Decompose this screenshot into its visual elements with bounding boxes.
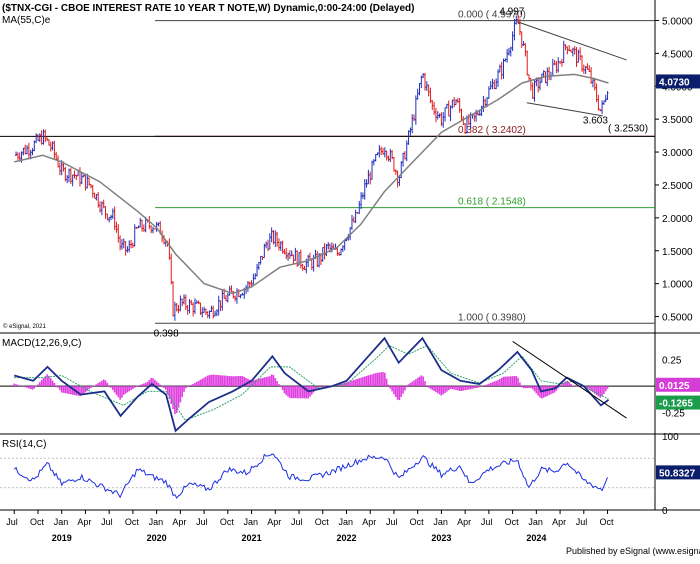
time-axis-label: Oct: [220, 517, 235, 527]
swing-price-label: 3.603: [583, 115, 608, 126]
axes: 5.00004.50004.00003.50003.00002.50002.00…: [6, 16, 700, 543]
footer-credit: Published by eSignal (www.esignal.com): [566, 546, 700, 556]
time-axis-year: 2022: [336, 533, 356, 543]
price-axis-label: 0.5000: [662, 313, 693, 324]
time-axis-label: Oct: [410, 517, 425, 527]
ma-55-line: [14, 73, 609, 295]
price-candles: [15, 14, 609, 321]
time-axis-label: Jan: [149, 517, 164, 527]
time-axis-label: Jul: [6, 517, 18, 527]
time-axis-label: Oct: [315, 517, 330, 527]
price-axis-label: 2.0000: [662, 214, 693, 225]
rsi-title: RSI(14,C): [2, 439, 46, 450]
time-axis-label: Jul: [101, 517, 113, 527]
time-axis-label: Apr: [172, 517, 186, 527]
rsi-value-badge: 50.8327: [659, 468, 696, 479]
price-axis-label: 1.5000: [662, 247, 693, 258]
rsi-axis-label: 100: [662, 432, 679, 443]
fib-level-label: 0.618 ( 2.1548): [458, 197, 526, 208]
time-axis-label: Apr: [267, 517, 281, 527]
price-trendline: [517, 21, 627, 61]
last-price-badge: 4.0730: [659, 77, 690, 88]
signal-value-badge: -0.1265: [659, 399, 693, 410]
time-axis-label: Apr: [77, 517, 91, 527]
time-axis-label: Jul: [386, 517, 398, 527]
time-axis-label: Oct: [30, 517, 45, 527]
price-axis-label: 4.5000: [662, 49, 693, 60]
time-axis-year: 2021: [242, 533, 262, 543]
watermark: © eSignal, 2021: [3, 323, 46, 330]
macd-value-badge-bg: [656, 377, 700, 392]
time-axis-label: Jan: [244, 517, 259, 527]
time-axis-year: 2019: [52, 533, 72, 543]
price-axis-label: 1.0000: [662, 280, 693, 291]
time-axis-label: Jan: [433, 517, 448, 527]
time-axis-label: Jul: [291, 517, 303, 527]
time-axis-label: Jan: [54, 517, 69, 527]
time-axis-label: Oct: [125, 517, 140, 527]
time-axis-year: 2024: [526, 533, 546, 543]
rsi-panel: [0, 453, 655, 499]
signal-value-badge-bg: [656, 395, 700, 410]
macd-value-badge: 0.0125: [659, 381, 690, 392]
last-price-badge-bg: [656, 74, 700, 89]
price-overlay: 4.997 3.603 0.398: [14, 7, 627, 339]
fib-level-label: 0.382 ( 3.2402): [458, 125, 526, 136]
chart-title: ($TNX-CGI - CBOE INTEREST RATE 10 YEAR T…: [2, 3, 415, 14]
time-axis-label: Jul: [481, 517, 493, 527]
macd-panel: [0, 336, 655, 433]
price-panel: [0, 0, 700, 333]
time-axis-year: 2023: [431, 533, 451, 543]
time-axis-label: Jan: [338, 517, 353, 527]
time-axis-label: Apr: [362, 517, 376, 527]
rsi-value-badge-bg: [656, 465, 700, 480]
time-axis-year: 2020: [147, 533, 167, 543]
time-axis-label: Jul: [196, 517, 208, 527]
fibonacci-levels: 0.000 ( 4.9970) 0.382 ( 3.2402) 0.618 ( 2.…: [0, 10, 655, 324]
price-axis-label: 5.0000: [662, 16, 693, 27]
time-axis-label: Apr: [457, 517, 471, 527]
macd-trendline: [512, 340, 627, 419]
macd-axis-label: -0.25: [662, 409, 685, 420]
swing-price-label: 4.997: [499, 7, 524, 18]
price-trendline: [526, 102, 603, 117]
macd-line: [13, 336, 610, 433]
ma-label: MA(55,C)e: [2, 15, 51, 26]
price-axis-label: 3.5000: [662, 115, 693, 126]
support-level-label: ( 3.2530): [608, 123, 648, 134]
time-axis-label: Oct: [505, 517, 520, 527]
time-axis-label: Oct: [600, 517, 615, 527]
time-axis-label: Jul: [576, 517, 588, 527]
time-axis-label: Apr: [552, 517, 566, 527]
macd-signal-line: [14, 344, 609, 421]
fib-level-label: 1.000 ( 0.3980): [458, 312, 526, 323]
rsi-axis-label: 0: [662, 506, 668, 517]
fib-level-label: 0.000 ( 4.9970): [458, 10, 526, 21]
macd-title: MACD(12,26,9,C): [2, 338, 81, 349]
time-axis-label: Jan: [528, 517, 543, 527]
price-axis-label: 3.0000: [662, 148, 693, 159]
rsi-line: [13, 453, 608, 499]
price-axis-label: 2.5000: [662, 181, 693, 192]
macd-axis-label: 0.25: [662, 355, 682, 366]
swing-price-label: 0.398: [154, 328, 179, 339]
